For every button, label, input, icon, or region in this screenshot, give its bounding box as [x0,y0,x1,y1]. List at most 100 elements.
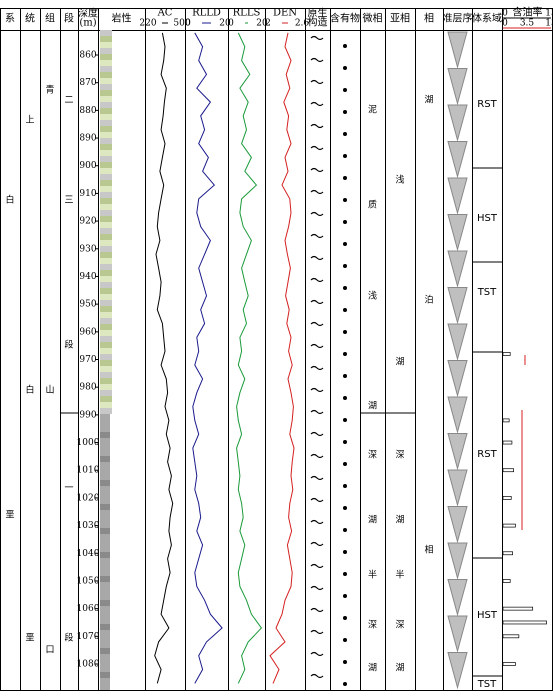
column-label: 口 [45,646,54,656]
lithology [100,198,112,204]
parasequence [447,579,468,617]
column-label: 深 [395,620,404,631]
systems-tract: RST [477,449,497,460]
content-symbol [343,660,347,664]
lithology [100,606,110,612]
content-symbol [343,220,347,224]
depth-label: 1080 [77,660,100,670]
lithology [100,684,110,690]
lithology [100,360,112,366]
lithology [100,432,110,438]
lithology [100,312,112,318]
content-symbol [343,88,347,92]
column-label: 湖 [368,515,377,526]
column-label: 垩 [25,633,34,644]
column-label: 湖 [395,663,404,674]
oil-scale: 0 [502,9,508,19]
content-symbol [343,44,347,48]
lithology [100,474,110,480]
lithology [100,300,112,306]
oil-scale: 13 [545,19,553,29]
lithology [100,210,112,216]
structure-symbol [310,497,324,503]
lithology [100,48,112,54]
structure-symbol [310,35,324,41]
structure-symbol [310,673,324,679]
header-label: 系 [5,13,15,25]
lithology [100,78,112,84]
header-label: DEN [273,8,297,19]
content-symbol [343,396,347,400]
structure-symbol [310,409,324,415]
lithology [100,456,110,462]
lithology [100,444,110,450]
depth-label: 960 [79,327,96,337]
oil-scale: 0 [502,19,508,29]
lithology [100,168,112,174]
header-label: 段 [64,12,74,25]
depth-label: 950 [79,300,96,310]
lithology [100,174,112,180]
structure-symbol [310,343,324,349]
lithology [100,126,112,132]
lithology [100,366,112,372]
column-label: 相 [424,544,433,556]
structure-symbol [310,57,324,63]
parasequence [447,615,468,653]
lithology [100,132,112,138]
depth-label: 1040 [77,549,100,559]
content-symbol [343,594,347,598]
parasequence [447,177,468,215]
lithology [100,372,112,378]
depth-label: 1030 [77,521,100,531]
content-symbol [343,440,347,444]
lithology [100,90,112,96]
lithology [100,72,112,78]
lithology [100,588,110,594]
oil-bar [502,662,516,666]
structure-symbol [310,651,324,657]
lithology [100,336,112,342]
structure-symbol [310,233,324,239]
oil-bar [502,418,510,423]
column-label: 湖 [395,515,404,526]
scale-max: 500 [173,19,190,29]
lithology [100,342,112,348]
content-symbol [343,616,347,620]
lithology [100,678,110,684]
column-label: 湖 [368,401,377,412]
parasequence [447,250,468,288]
parasequence [447,469,468,507]
lithology [100,282,112,288]
oil-bar [502,620,547,625]
structure-symbol [310,211,324,217]
lithology [100,288,112,294]
content-symbol [343,418,347,422]
lithology [100,30,112,36]
depth-label: 920 [79,217,96,227]
parasequence [447,506,468,544]
column-label: 上 [25,115,34,126]
header-label: 统 [25,12,35,25]
header-label: (m) [79,18,96,29]
lithology [100,546,110,552]
structure-symbol [310,167,324,173]
lithology [100,240,112,246]
log-curve [269,32,295,684]
column-label: 湖 [424,95,433,106]
depth-label: 930 [79,244,96,254]
content-symbol [343,66,347,70]
lithology [100,534,110,540]
content-symbol [343,176,347,180]
parasequence [447,214,468,252]
lithology [100,144,112,150]
lithology [100,60,112,66]
content-symbol [343,286,347,290]
lithology [100,612,110,618]
structure-symbol [310,189,324,195]
lithology [100,216,112,222]
lithology [100,258,112,264]
lithology [100,462,110,468]
structure-symbol [310,629,324,635]
depth-label: 1050 [77,576,100,586]
